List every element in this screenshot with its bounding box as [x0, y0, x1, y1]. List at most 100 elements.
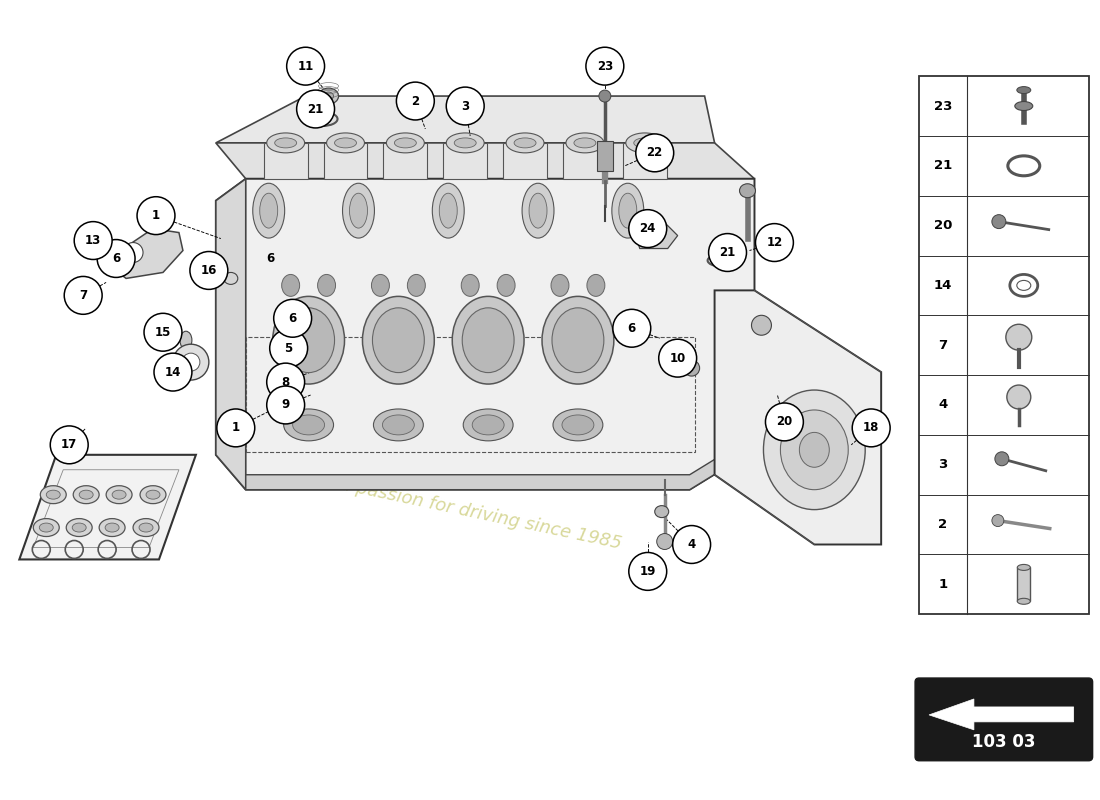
Circle shape — [182, 353, 200, 371]
Polygon shape — [20, 455, 196, 559]
Ellipse shape — [566, 133, 604, 153]
Circle shape — [708, 234, 747, 271]
Polygon shape — [443, 143, 487, 178]
Circle shape — [751, 315, 771, 335]
Text: 4: 4 — [688, 538, 696, 551]
Text: 17: 17 — [62, 438, 77, 451]
Circle shape — [270, 330, 308, 367]
Ellipse shape — [334, 138, 356, 148]
Circle shape — [64, 277, 102, 314]
Ellipse shape — [612, 183, 643, 238]
Ellipse shape — [275, 138, 297, 148]
Ellipse shape — [707, 254, 736, 266]
Ellipse shape — [318, 274, 336, 296]
Ellipse shape — [253, 183, 285, 238]
Ellipse shape — [447, 133, 484, 153]
Text: 22: 22 — [647, 146, 663, 159]
Ellipse shape — [342, 183, 374, 238]
Ellipse shape — [800, 432, 829, 467]
Ellipse shape — [273, 296, 344, 384]
Ellipse shape — [106, 486, 132, 504]
Ellipse shape — [1018, 565, 1031, 570]
Ellipse shape — [472, 415, 504, 435]
Ellipse shape — [363, 296, 434, 384]
Ellipse shape — [574, 138, 596, 148]
Ellipse shape — [308, 112, 338, 126]
Text: 8: 8 — [282, 375, 289, 389]
Ellipse shape — [654, 506, 669, 518]
Circle shape — [613, 310, 651, 347]
Text: eurocarparts: eurocarparts — [472, 214, 888, 487]
Ellipse shape — [497, 274, 515, 296]
Circle shape — [447, 87, 484, 125]
Ellipse shape — [350, 194, 367, 228]
Text: 23: 23 — [934, 99, 953, 113]
Ellipse shape — [587, 274, 605, 296]
Ellipse shape — [373, 308, 425, 373]
Text: 20: 20 — [934, 219, 953, 232]
Text: 21: 21 — [308, 102, 323, 115]
Polygon shape — [930, 699, 1074, 730]
Circle shape — [396, 82, 435, 120]
Ellipse shape — [626, 133, 663, 153]
Ellipse shape — [266, 133, 305, 153]
Ellipse shape — [74, 486, 99, 504]
Text: 15: 15 — [155, 326, 172, 338]
Text: 7: 7 — [79, 289, 87, 302]
Bar — [920, 76, 1089, 614]
Ellipse shape — [112, 490, 126, 499]
Ellipse shape — [284, 409, 333, 441]
Ellipse shape — [522, 183, 554, 238]
Text: 6: 6 — [288, 312, 297, 325]
Circle shape — [992, 514, 1004, 526]
Text: 21: 21 — [934, 159, 953, 172]
Ellipse shape — [452, 296, 524, 384]
Circle shape — [287, 47, 324, 85]
Text: 1: 1 — [152, 209, 161, 222]
Ellipse shape — [454, 138, 476, 148]
Polygon shape — [216, 143, 755, 178]
Circle shape — [266, 386, 305, 424]
Text: 10: 10 — [670, 352, 685, 365]
Text: 14: 14 — [165, 366, 182, 378]
Polygon shape — [623, 143, 667, 178]
Circle shape — [144, 314, 182, 351]
Ellipse shape — [314, 115, 331, 122]
Circle shape — [138, 197, 175, 234]
Ellipse shape — [1018, 598, 1031, 604]
Circle shape — [217, 409, 255, 447]
Ellipse shape — [146, 490, 160, 499]
Ellipse shape — [33, 518, 59, 537]
Circle shape — [994, 452, 1009, 466]
Ellipse shape — [66, 518, 92, 537]
Ellipse shape — [41, 486, 66, 504]
Text: 1: 1 — [938, 578, 947, 591]
Polygon shape — [563, 143, 607, 178]
Circle shape — [684, 360, 700, 376]
FancyBboxPatch shape — [915, 678, 1092, 761]
Ellipse shape — [260, 194, 277, 228]
Text: 2: 2 — [938, 518, 947, 531]
Ellipse shape — [634, 138, 656, 148]
Circle shape — [1006, 385, 1031, 409]
Ellipse shape — [714, 258, 729, 263]
Text: 14: 14 — [934, 279, 953, 292]
Text: 3: 3 — [938, 458, 947, 471]
Text: 24: 24 — [639, 222, 656, 235]
Ellipse shape — [463, 409, 513, 441]
Polygon shape — [264, 143, 308, 178]
Ellipse shape — [462, 308, 514, 373]
Circle shape — [173, 344, 209, 380]
Text: 3: 3 — [461, 99, 470, 113]
Ellipse shape — [514, 138, 536, 148]
Circle shape — [97, 239, 135, 278]
Polygon shape — [635, 222, 678, 249]
Ellipse shape — [1015, 102, 1033, 110]
Circle shape — [992, 214, 1005, 229]
Circle shape — [123, 242, 143, 262]
Ellipse shape — [106, 523, 119, 532]
Text: 1: 1 — [232, 422, 240, 434]
Circle shape — [673, 526, 711, 563]
Circle shape — [1005, 324, 1032, 350]
Ellipse shape — [319, 88, 339, 104]
